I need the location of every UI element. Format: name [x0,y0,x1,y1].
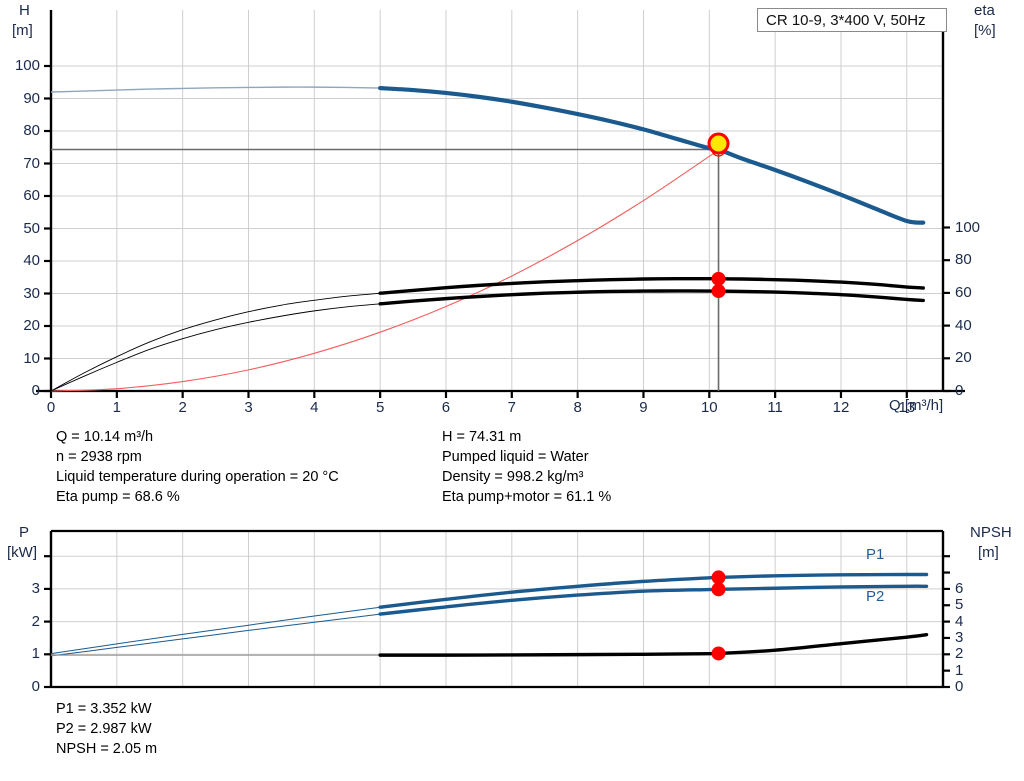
tick-label-eta-40: 40 [955,316,972,334]
duty-info-right-line-2: Pumped liquid = Water [442,449,589,465]
curve-label-p2: P2 [866,588,885,605]
duty-info-left-line-2: n = 2938 rpm [56,449,142,465]
tick-label-eta-80: 80 [955,251,972,269]
power-info-line-1: P1 = 3.352 kW [56,701,152,717]
tick-label-h-10: 10 [23,349,40,367]
tick-label-npsh-2: 2 [955,645,964,663]
tick-label-h-20: 20 [23,317,40,334]
tick-label-h-0: 0 [31,382,40,399]
axis-label-p: P [19,524,30,541]
eta-pump-motor-duty-marker [711,284,726,299]
axis-unit-h: [m] [12,22,33,39]
eta-pump-curve [378,276,925,295]
eta-pump-motor-curve-thin [50,303,381,392]
tick-label-npsh-3: 3 [955,628,964,646]
power-info-line-2: P2 = 2.987 kW [56,721,152,737]
pump-model-label: CR 10-9, 3*400 V, 50Hz [766,12,926,29]
tick-label-q-4: 4 [310,399,319,416]
axis-unit-npsh: [m] [978,544,999,561]
tick-label-npsh-6: 6 [955,579,964,597]
tick-label-npsh-4: 4 [955,612,964,630]
tick-label-h-40: 40 [23,252,40,269]
eta-pump-curve-thin [50,292,381,392]
tick-label-h-80: 80 [23,122,40,139]
tick-label-h-30: 30 [23,284,40,302]
eta-pump-duty-marker [711,271,726,286]
tick-label-q-12: 12 [832,399,850,416]
tick-label-eta-100: 100 [955,218,981,236]
duty-info-left-line-4: Eta pump = 68.6 % [56,489,180,505]
tick-label-q-9: 9 [639,399,648,416]
duty-info-right-line-1: H = 74.31 m [442,429,522,445]
p1-curve [378,572,929,609]
head-curve-thin [50,86,381,93]
tick-label-q-3: 3 [244,399,253,416]
tick-label-h-50: 50 [23,219,40,237]
tick-label-p-0: 0 [31,678,40,695]
tick-label-q-6: 6 [441,399,451,416]
tick-label-q-10: 10 [700,399,718,416]
tick-label-q-13: 13 [898,399,916,416]
npsh-duty-marker [711,646,726,661]
tick-label-npsh-0: 0 [955,678,964,695]
p2-duty-marker [711,582,726,597]
pump-model-title: CR 10-9, 3*400 V, 50Hz [757,8,947,32]
axis-label-h: H [19,2,30,19]
axis-label-q-upper: Q [m³/h] [889,397,944,414]
axis-label-eta: eta [974,2,995,19]
duty-info-right-line-4: Eta pump+motor = 61.1 % [442,489,612,505]
tick-label-npsh-1: 1 [955,661,964,679]
p1-curve-thin [50,606,381,655]
duty-point-marker[interactable] [707,132,730,155]
tick-label-q-5: 5 [375,399,385,416]
tick-label-h-100: 100 [14,57,40,74]
tick-label-q-11: 11 [767,399,783,416]
tick-label-npsh-5: 5 [955,596,964,614]
tick-label-p-3: 3 [31,579,40,597]
duty-info-left-line-1: Q = 10.14 m³/h [56,429,154,445]
tick-label-eta-0: 0 [955,382,964,399]
tick-label-eta-60: 60 [955,283,972,301]
p1-duty-marker [711,570,726,585]
head-curve [378,86,926,225]
tick-label-q-7: 7 [507,399,516,416]
p2-curve-thin [50,613,381,657]
curve-label-p1: P1 [866,546,885,563]
axis-label-npsh: NPSH [970,524,1012,541]
axis-unit-eta: [%] [974,22,996,39]
axis-unit-p: [kW] [7,544,37,561]
tick-label-p-2: 2 [31,612,40,630]
tick-label-eta-20: 20 [955,349,972,367]
power-info-line-3: NPSH = 2.05 m [56,741,158,757]
npsh-curve [378,632,929,657]
tick-label-h-60: 60 [23,187,40,204]
tick-label-h-90: 90 [23,89,40,107]
tick-label-q-8: 8 [573,399,582,416]
eta-pump-motor-curve [378,289,925,306]
tick-label-q-1: 1 [112,399,121,416]
tick-label-q-2: 2 [178,399,187,416]
tick-label-h-70: 70 [23,154,40,172]
system-curve [50,149,719,392]
p2-curve [378,584,929,616]
tick-label-q-0: 0 [46,399,56,416]
duty-info-right-line-3: Density = 998.2 kg/m³ [442,469,584,485]
tick-label-p-1: 1 [31,645,40,663]
duty-info-left-line-3: Liquid temperature during operation = 20… [56,469,339,485]
